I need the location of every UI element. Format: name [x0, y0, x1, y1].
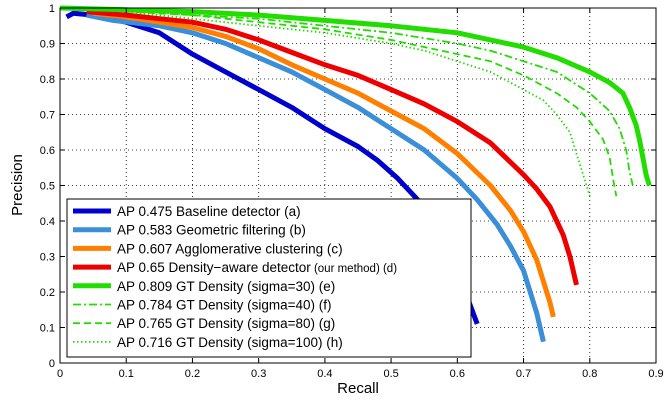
- y-tick-label: 0.5: [40, 181, 55, 193]
- legend-entry-0: AP 0.475 Baseline detector (a): [117, 204, 301, 219]
- tick-labels: 0 0.1 0.2 0.3 0.4 0.5 0.6 0.7 0.8 0.9 0 0.1 0.2 0.3 0.…: [40, 3, 664, 380]
- legend-label-0: AP 0.475 Baseline detector (a): [117, 204, 301, 219]
- legend: AP 0.475 Baseline detector (a) AP 0.583 G…: [66, 198, 472, 358]
- legend-entry-7: AP 0.716 GT Density (sigma=100) (h): [117, 335, 343, 350]
- legend-box: [66, 198, 472, 358]
- legend-label-4: AP 0.809 GT Density (sigma=30) (e): [117, 279, 335, 294]
- legend-note-3: (our method) (d): [311, 263, 397, 275]
- y-tick-label: 0.2: [40, 287, 55, 299]
- series-line-2: [92, 10, 556, 318]
- x-tick-label: 0.4: [317, 368, 332, 380]
- legend-entry-1: AP 0.583 Geometric filtering (b): [117, 223, 306, 238]
- ticks: [59, 7, 657, 364]
- y-axis-label: Precision: [9, 154, 26, 216]
- series-layer: [59, 5, 652, 343]
- legend-label-5: AP 0.784 GT Density (sigma=40) (f): [117, 298, 331, 313]
- legend-entry-3: AP 0.65 Density−aware detector (our meth…: [117, 260, 397, 275]
- x-tick-label: 0.7: [516, 368, 531, 380]
- series-line-6: [59, 7, 618, 197]
- series-line-1: [86, 12, 546, 343]
- legend-label-1: AP 0.583 Geometric filtering (b): [117, 223, 306, 238]
- legend-label-2: AP 0.607 Agglomerative clustering (c): [117, 241, 343, 256]
- legend-label-3: AP 0.65 Density−aware detector: [117, 260, 311, 275]
- y-tick-label: 0.8: [40, 74, 55, 86]
- legend-label-7: AP 0.716 GT Density (sigma=100) (h): [117, 335, 343, 350]
- series-line-4: [59, 5, 652, 187]
- legend-entry-2: AP 0.607 Agglomerative clustering (c): [117, 241, 343, 256]
- series-line-5: [59, 7, 634, 186]
- x-tick-label: 0.5: [383, 368, 398, 380]
- legend-entry-5: AP 0.784 GT Density (sigma=40) (f): [117, 298, 331, 313]
- x-tick-label: 0.6: [450, 368, 465, 380]
- legend-entry-6: AP 0.765 GT Density (sigma=80) (g): [117, 316, 335, 331]
- series-line-7: [59, 7, 591, 197]
- x-tick-label: 0.8: [582, 368, 597, 380]
- y-tick-label: 0.7: [40, 110, 55, 122]
- x-tick-label: 0: [57, 368, 63, 380]
- x-tick-label: 0.1: [119, 368, 134, 380]
- x-axis-label: Recall: [337, 380, 379, 397]
- y-tick-label: 1: [49, 3, 55, 15]
- legend-label-6: AP 0.765 GT Density (sigma=80) (g): [117, 316, 335, 331]
- legend-entry-4: AP 0.809 GT Density (sigma=30) (e): [117, 279, 335, 294]
- y-tick-label: 0.4: [40, 216, 55, 228]
- y-tick-label: 0.9: [40, 39, 55, 51]
- x-tick-label: 0.2: [185, 368, 200, 380]
- series-line-3: [86, 9, 579, 286]
- y-tick-label: 0: [49, 358, 55, 370]
- y-tick-label: 0.6: [40, 145, 55, 157]
- x-tick-label: 0.3: [251, 368, 266, 380]
- x-tick-label: 0.9: [648, 368, 663, 380]
- y-tick-label: 0.3: [40, 252, 55, 264]
- y-tick-label: 0.1: [40, 323, 55, 335]
